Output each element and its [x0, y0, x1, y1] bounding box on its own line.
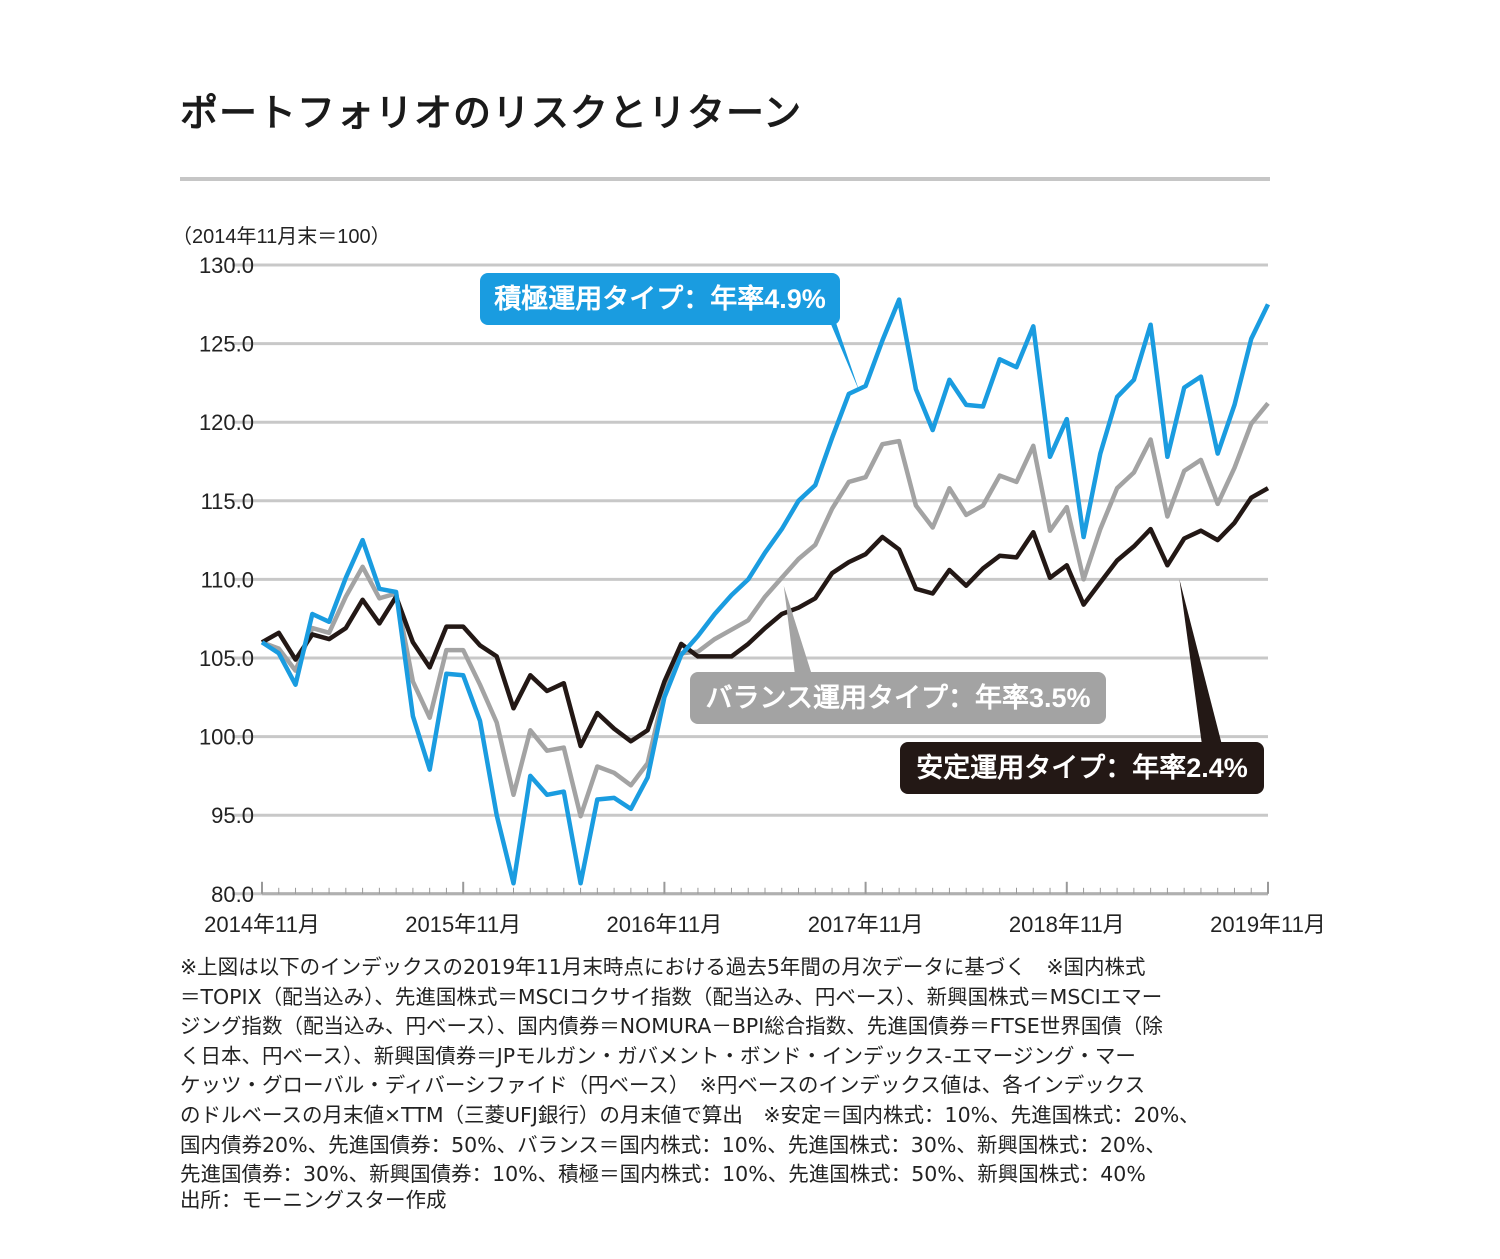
- x-tick-label: 2016年11月: [607, 912, 723, 937]
- title-divider: [180, 177, 1270, 181]
- stable-label-pointer: [1179, 579, 1222, 745]
- y-tick-label: 105.0: [199, 646, 254, 671]
- x-tick-label: 2019年11月: [1210, 912, 1326, 937]
- stable-label-box: [900, 742, 1264, 794]
- y-tick-label: 120.0: [199, 410, 254, 435]
- balance-label-text: バランス運用タイプ：年率3.5%: [705, 682, 1090, 713]
- y-tick-label: 125.0: [199, 332, 254, 357]
- x-tick-label: 2017年11月: [808, 912, 924, 937]
- y-tick-label: 95.0: [211, 803, 254, 828]
- x-tick-label: 2018年11月: [1009, 912, 1125, 937]
- series-labels: 積極運用タイプ：年率4.9% バランス運用タイプ：年率3.5% 安定運用タイプ：年率…: [480, 273, 1264, 794]
- y-tick-label: 130.0: [199, 253, 254, 278]
- y-axis: 130.0 125.0 120.0 115.0 110.0 105.0 100.0 95.0 8…: [199, 253, 254, 907]
- series-line-0: [260, 297, 1271, 886]
- x-tick-label: 2014年11月: [204, 912, 320, 937]
- aggressive-label-text: 積極運用タイプ：年率4.9%: [494, 283, 826, 314]
- balance-label-pointer: [783, 585, 812, 675]
- unit-note: （2014年11月末＝100）: [172, 225, 391, 248]
- line-chart: （2014年11月末＝100） 130.0 125.0 120.0 115.0 110.…: [172, 225, 1326, 937]
- y-tick-label: 80.0: [211, 882, 254, 907]
- footnote: ※上図は以下のインデックスの2019年11月末時点における過去5年間の月次データ…: [180, 955, 1200, 1187]
- source-note: 出所：モーニングスター作成: [180, 1188, 447, 1212]
- y-tick-label: 100.0: [199, 725, 254, 750]
- y-tick-label: 110.0: [201, 567, 254, 592]
- y-tick-label: 115.0: [201, 489, 254, 514]
- stable-label-text: 安定運用タイプ：年率2.4%: [916, 752, 1248, 783]
- balance-label-box: [690, 672, 1106, 724]
- series-line-1: [261, 401, 1270, 819]
- x-axis: 2014年11月 2015年11月 2016年11月 2017年11月 2018年11月…: [204, 881, 1326, 937]
- chart-title: ポートフォリオのリスクとリターン: [180, 91, 803, 135]
- aggressive-label-box: [480, 273, 840, 325]
- x-tick-label: 2015年11月: [405, 912, 521, 937]
- series-lines: [260, 297, 1271, 886]
- series-line-2: [260, 486, 1270, 749]
- aggressive-label-pointer: [830, 305, 860, 393]
